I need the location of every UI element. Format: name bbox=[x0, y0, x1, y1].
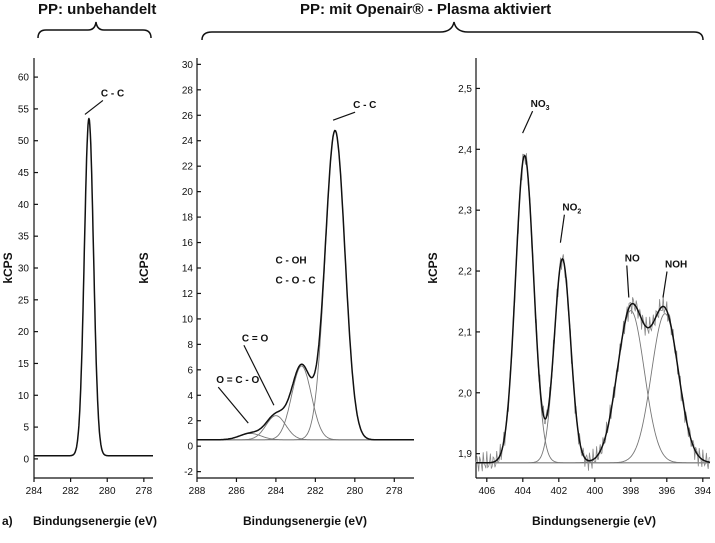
panel-unbehandelt: 0 5 10 15 20 25 30 35 40 45 50 55 60 284 282 280 278 kCPS… bbox=[1, 58, 157, 528]
y-tick-label: 0 bbox=[187, 442, 193, 453]
x-tick-label: 394 bbox=[694, 486, 711, 497]
header-left-brace bbox=[37, 21, 152, 39]
y-tick-label: 2,2 bbox=[458, 267, 472, 278]
x-tick-label: 282 bbox=[62, 486, 79, 497]
peak-leader-line bbox=[662, 271, 668, 298]
y-axis-label: kCPS bbox=[1, 252, 15, 283]
y-tick-label: 0 bbox=[23, 454, 29, 465]
y-tick-label: 2,1 bbox=[458, 327, 472, 338]
y-tick-label: 30 bbox=[182, 60, 194, 71]
y-axis-label: kCPS bbox=[426, 252, 440, 283]
y-tick-label: 10 bbox=[18, 391, 30, 402]
x-axis-label: Bindungsenergie (eV) bbox=[532, 514, 656, 528]
x-tick-label: 398 bbox=[622, 486, 639, 497]
peak-leader-line bbox=[243, 345, 275, 406]
y-tick-label: 20 bbox=[182, 187, 194, 198]
y-tick-label: 5 bbox=[23, 423, 29, 434]
y-tick-label: -2 bbox=[184, 467, 193, 478]
x-tick-label: 280 bbox=[346, 486, 363, 497]
y-tick-label: 55 bbox=[18, 104, 30, 115]
x-tick-label: 278 bbox=[136, 486, 153, 497]
y-tick-label: 16 bbox=[182, 238, 194, 249]
x-axis-label: Bindungsenergie (eV) bbox=[243, 514, 367, 528]
peak-label: C - O - C bbox=[276, 276, 316, 287]
component-peak-curve bbox=[476, 154, 710, 464]
x-tick-label: 404 bbox=[514, 486, 531, 497]
peak-leader-line bbox=[626, 265, 630, 298]
measured-spectrum-curve bbox=[475, 153, 711, 472]
envelope-curve bbox=[197, 129, 414, 441]
y-tick-label: 30 bbox=[18, 264, 30, 275]
peak-label: NO2 bbox=[562, 203, 581, 216]
header-right-brace bbox=[201, 21, 704, 41]
y-tick-label: 60 bbox=[18, 73, 30, 84]
x-tick-label: 278 bbox=[386, 486, 403, 497]
y-tick-label: 12 bbox=[182, 289, 194, 300]
y-tick-label: 22 bbox=[182, 162, 194, 173]
peak-label: NOH bbox=[665, 259, 687, 270]
y-tick-label: 2,3 bbox=[458, 206, 472, 217]
x-tick-label: 402 bbox=[550, 486, 567, 497]
component-peak-curve bbox=[476, 313, 711, 464]
x-tick-label: 284 bbox=[268, 486, 285, 497]
y-tick-label: 6 bbox=[187, 365, 193, 376]
peak-leader-line bbox=[522, 110, 534, 134]
y-tick-label: 24 bbox=[182, 136, 194, 147]
panel-plasma-nitrogen: 1,9 2,0 2,1 2,2 2,3 2,4 2,5 406 404 402 400 398 396 3… bbox=[426, 58, 712, 528]
peak-label: C - C bbox=[101, 88, 124, 99]
peak-leader-line bbox=[84, 99, 104, 115]
peak-label: O = C - O bbox=[216, 375, 259, 386]
y-axis-label: kCPS bbox=[137, 252, 151, 283]
y-tick-label: 40 bbox=[18, 200, 30, 211]
y-tick-label: 18 bbox=[182, 213, 194, 224]
y-tick-label: 20 bbox=[18, 327, 30, 338]
y-tick-label: 28 bbox=[182, 85, 194, 96]
x-tick-label: 406 bbox=[478, 486, 495, 497]
peak-label: NO3 bbox=[531, 99, 550, 112]
y-tick-label: 26 bbox=[182, 111, 194, 122]
y-tick-label: 15 bbox=[18, 359, 30, 370]
y-tick-label: 2,5 bbox=[458, 84, 472, 95]
x-axis-label: Bindungsenergie (eV) bbox=[33, 514, 157, 528]
y-tick-label: 4 bbox=[187, 391, 193, 402]
y-tick-label: 25 bbox=[18, 295, 30, 306]
y-tick-label: 50 bbox=[18, 136, 30, 147]
x-tick-label: 282 bbox=[307, 486, 324, 497]
y-tick-label: 2,0 bbox=[458, 388, 472, 399]
y-tick-label: 14 bbox=[182, 264, 194, 275]
peak-leader-line bbox=[559, 214, 565, 243]
y-tick-label: 8 bbox=[187, 340, 193, 351]
x-tick-label: 284 bbox=[26, 486, 43, 497]
y-tick-label: 35 bbox=[18, 232, 30, 243]
peak-leader-line bbox=[217, 386, 249, 424]
peak-leader-line bbox=[332, 111, 356, 121]
y-tick-label: 45 bbox=[18, 168, 30, 179]
x-tick-label: 400 bbox=[586, 486, 603, 497]
header-left: PP: unbehandelt bbox=[38, 1, 156, 18]
peak-label: C - C bbox=[353, 100, 376, 111]
x-tick-label: 286 bbox=[228, 486, 245, 497]
y-tick-label: 10 bbox=[182, 314, 194, 325]
peak-label: C = O bbox=[242, 333, 269, 344]
peak-label: C - OH bbox=[276, 256, 307, 267]
x-tick-label: 396 bbox=[658, 486, 675, 497]
y-tick-label: 2,4 bbox=[458, 145, 472, 156]
figure-label: a) bbox=[2, 514, 13, 528]
envelope-curve bbox=[33, 117, 154, 457]
y-tick-label: 2 bbox=[187, 416, 193, 427]
component-peak-curve bbox=[476, 310, 710, 464]
x-tick-label: 288 bbox=[189, 486, 206, 497]
y-tick-label: 1,9 bbox=[458, 449, 472, 460]
header-right: PP: mit Openair® - Plasma aktiviert bbox=[300, 1, 551, 18]
peak-label: NO bbox=[625, 253, 640, 264]
x-tick-label: 280 bbox=[99, 486, 116, 497]
envelope-curve bbox=[476, 154, 711, 464]
